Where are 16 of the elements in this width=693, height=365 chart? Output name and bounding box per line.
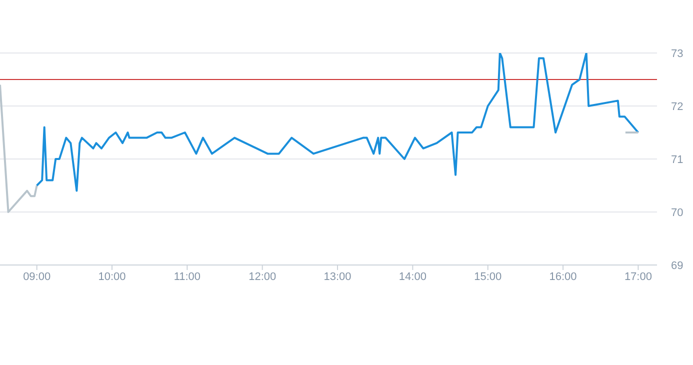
- x-tick-label: 14:00: [398, 270, 426, 283]
- line-series: [0, 84, 38, 213]
- x-tick-label: 13:00: [324, 270, 352, 283]
- x-tick-label: 11:00: [174, 270, 201, 283]
- x-tick-label: 10:00: [98, 270, 126, 283]
- y-tick-label: 73: [671, 48, 684, 60]
- y-tick-label: 69: [671, 260, 684, 272]
- y-tick-label: 70: [671, 206, 684, 219]
- line-series: [36, 53, 640, 192]
- y-tick-label: 72: [671, 100, 684, 113]
- x-tick-label: 16:00: [549, 270, 577, 283]
- x-tick-label: 12:00: [248, 270, 276, 283]
- x-tick-label: 15:00: [474, 270, 502, 283]
- x-tick-label: 09:00: [23, 270, 51, 283]
- x-tick-label: 17:00: [624, 270, 652, 283]
- y-tick-label: 71: [671, 154, 684, 166]
